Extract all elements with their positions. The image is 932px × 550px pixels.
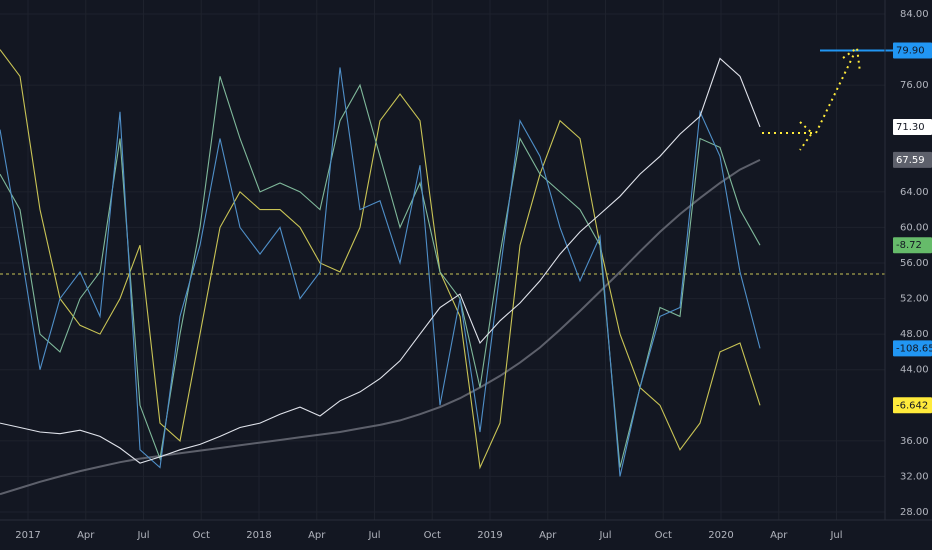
x-tick-label: Jul xyxy=(598,530,611,541)
y-tick-label: 64.00 xyxy=(900,187,929,198)
arrow-head xyxy=(799,121,814,151)
series-line xyxy=(0,67,761,477)
x-tick-label: Apr xyxy=(308,530,326,541)
price-label-box xyxy=(893,42,932,59)
x-tick-label: Jul xyxy=(136,530,149,541)
price-label: -108.65 xyxy=(896,343,932,354)
y-tick-label: 32.00 xyxy=(900,471,929,482)
y-tick-label: 76.00 xyxy=(900,80,929,91)
x-tick-label: 2018 xyxy=(246,530,271,541)
price-label-box xyxy=(893,151,932,168)
x-tick-label: Jul xyxy=(367,530,380,541)
y-tick-label: 56.00 xyxy=(900,258,929,269)
axis-labels: 28.00 32.00 36.00 44.00 48.00 52.00 56.00 60.00… xyxy=(15,9,932,541)
price-label-box xyxy=(893,340,932,357)
x-tick-label: 2019 xyxy=(477,530,502,541)
x-tick-label: 2020 xyxy=(708,530,733,541)
x-tick-label: Jul xyxy=(829,530,842,541)
price-label: -8.72 xyxy=(896,240,922,251)
x-tick-label: Apr xyxy=(77,530,95,541)
y-tick-label: 36.00 xyxy=(900,436,929,447)
price-label: 79.90 xyxy=(896,45,925,56)
grid xyxy=(0,0,885,520)
x-tick-label: Oct xyxy=(424,530,441,541)
price-label-box xyxy=(893,397,932,414)
y-tick-label: 60.00 xyxy=(900,222,929,233)
x-tick-label: Apr xyxy=(770,530,788,541)
price-label-box xyxy=(893,118,932,135)
x-tick-label: Apr xyxy=(539,530,557,541)
series-line xyxy=(0,57,761,464)
price-label: 67.59 xyxy=(896,155,925,166)
plot xyxy=(0,49,893,496)
series-line xyxy=(0,159,761,496)
y-tick-label: 44.00 xyxy=(900,365,929,376)
price-label: -6.642 xyxy=(896,400,928,411)
x-tick-label: 2017 xyxy=(15,530,40,541)
y-tick-label: 48.00 xyxy=(900,329,929,340)
y-tick-label: 84.00 xyxy=(900,9,929,20)
series-line xyxy=(0,49,761,470)
x-tick-label: Oct xyxy=(655,530,672,541)
y-tick-label: 28.00 xyxy=(900,507,929,518)
price-label: 71.30 xyxy=(896,122,925,133)
price-label-box xyxy=(893,237,932,254)
x-tick-label: Oct xyxy=(193,530,210,541)
y-tick-label: 52.00 xyxy=(900,294,929,305)
